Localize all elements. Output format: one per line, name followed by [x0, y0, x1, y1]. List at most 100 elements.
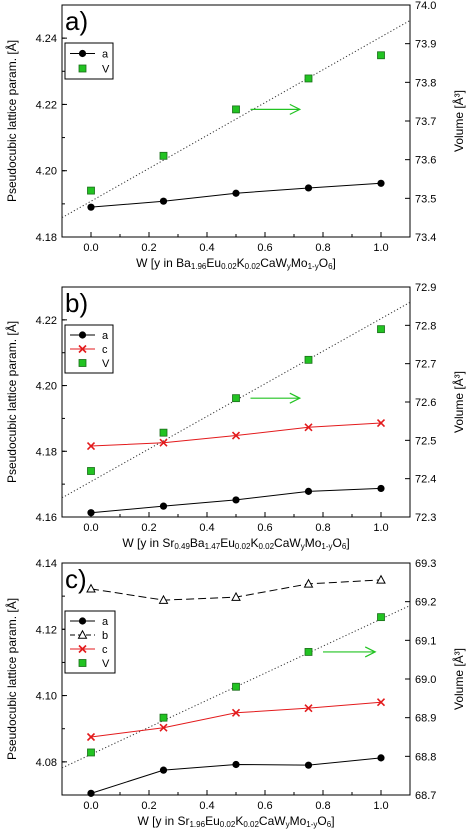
- y-tick-label: 4.20: [36, 166, 57, 178]
- x-tick-label: 0.4: [199, 522, 214, 534]
- data-point-V: [87, 467, 95, 475]
- x-axis-title-part: K: [235, 814, 243, 828]
- y2-tick-label: 72.9: [415, 282, 436, 294]
- x-tick-label: 0.4: [199, 242, 214, 254]
- x-axis-title-part: Mo: [305, 536, 322, 550]
- data-point-c-stroke: [304, 704, 313, 713]
- x-axis-title-part: ]: [333, 256, 336, 270]
- x-tick-label: 1.0: [373, 522, 388, 534]
- x-axis-title-part: Eu: [205, 814, 220, 828]
- y2-tick-label: 72.7: [415, 359, 436, 371]
- data-point-a: [159, 197, 168, 205]
- x-axis-title: W [y in Sr1.96Eu0.02K0.02CaWyMo1-yO6]: [137, 814, 334, 829]
- y2-tick-label: 73.4: [415, 232, 436, 244]
- legend-box: [64, 42, 114, 80]
- y-axis-title: Pseudocubic lattice param. [Å]: [4, 598, 19, 760]
- y2-tick-label: 68.8: [415, 751, 436, 763]
- x-axis-title-subscript: 0.02: [245, 262, 261, 271]
- x-axis-title-part: W [y in Sr: [122, 536, 174, 550]
- data-point-a: [232, 760, 240, 769]
- data-point-b: [158, 594, 169, 604]
- legend-label-c: c: [102, 344, 108, 356]
- y2-tick-label: 69.1: [415, 635, 436, 647]
- y2-tick-label: 72.4: [415, 474, 436, 486]
- data-point-a: [232, 496, 240, 504]
- x-axis-title-part: ]: [331, 814, 334, 828]
- legend-marker-a: [78, 331, 87, 339]
- legend-marker-c-stroke: [78, 344, 87, 354]
- data-point-c: [86, 441, 96, 451]
- data-point-b: [376, 574, 386, 584]
- data-point-a: [377, 754, 385, 762]
- x-axis-title-subscript: 1.96: [191, 262, 207, 271]
- data-point-a: [304, 184, 313, 192]
- y2-tick-label: 73.5: [415, 193, 436, 205]
- x-axis-title-subscript: 0.02: [220, 820, 236, 829]
- data-point-c: [159, 723, 168, 732]
- y-axis-title: Pseudocubic lattice param. [Å]: [4, 321, 19, 483]
- legend-marker-b: [77, 629, 88, 639]
- x-axis-title-subscript: 0.02: [258, 542, 274, 551]
- data-point-c-stroke: [86, 441, 96, 451]
- y2-tick-label: 73.8: [415, 77, 436, 89]
- data-point-c: [376, 698, 386, 707]
- x-axis-title-part: O: [319, 256, 328, 270]
- y2-tick-label: 74.0: [415, 0, 436, 12]
- x-axis-title-part: CaW: [274, 536, 301, 550]
- x-axis-title-part: W [y in Ba: [136, 256, 191, 270]
- data-point-c: [86, 732, 96, 742]
- x-axis-title-subscript: 1-y: [308, 262, 319, 271]
- data-point-c-stroke: [86, 732, 96, 742]
- x-axis-title: W [y in Sr0.49Ba1.47Eu0.02K0.02CaWyMo1-y…: [122, 536, 349, 551]
- data-point-c-stroke: [159, 438, 168, 447]
- x-tick-label: 0.6: [257, 242, 272, 254]
- legend-label-a: a: [102, 616, 109, 628]
- series-c: [86, 418, 386, 451]
- y2-axis-title: Volume [Å³]: [451, 371, 466, 433]
- legend-marker-V: [78, 64, 87, 73]
- volume-fit-line: [61, 605, 411, 769]
- panel-label: c): [65, 564, 87, 594]
- data-point-V: [304, 74, 313, 83]
- x-axis-title-subscript: y: [287, 262, 291, 271]
- data-point-c-stroke: [304, 423, 313, 432]
- data-point-a: [377, 179, 385, 187]
- legend-marker-a: [78, 617, 87, 625]
- x-axis-title-part: Mo: [290, 814, 307, 828]
- y2-tick-label: 69.3: [415, 558, 436, 570]
- data-point-c-stroke: [231, 708, 241, 717]
- series-a: [87, 754, 385, 797]
- x-axis-title-subscript: 0.02: [243, 820, 259, 829]
- x-axis-title-subscript: 6: [342, 542, 347, 551]
- x-axis-title-part: K: [250, 536, 258, 550]
- data-point-b: [86, 583, 96, 593]
- x-tick-label: 0.0: [83, 522, 98, 534]
- data-point-a: [232, 189, 240, 197]
- y2-axis-title: Volume [Å³]: [451, 90, 466, 152]
- series-a: [87, 179, 385, 211]
- y-tick-label: 4.14: [36, 558, 57, 570]
- y-tick-label: 4.08: [36, 757, 57, 769]
- data-point-a: [304, 761, 313, 769]
- data-point-V: [232, 105, 240, 114]
- x-axis-title-part: ]: [346, 536, 349, 550]
- x-axis-title-subscript: 1-y: [306, 820, 317, 829]
- data-point-a: [159, 766, 168, 774]
- series-b: [86, 574, 386, 604]
- legend: aV: [64, 42, 114, 80]
- y-tick-label: 4.10: [36, 691, 57, 703]
- data-point-V: [159, 151, 168, 160]
- series-c: [86, 698, 386, 742]
- data-point-c: [159, 438, 168, 447]
- data-point-V: [159, 428, 168, 437]
- data-point-V: [232, 682, 240, 691]
- y2-axis-title: Volume [Å³]: [451, 648, 466, 710]
- x-axis-title-part: W [y in Sr: [137, 814, 189, 828]
- x-axis-title-part: K: [237, 256, 245, 270]
- y-tick-label: 4.18: [36, 232, 57, 244]
- x-tick-label: 0.2: [141, 522, 156, 534]
- panel-label: b): [65, 288, 88, 318]
- x-axis-title-subscript: 0.02: [221, 262, 237, 271]
- chart-panel-1: 0.0 0.2 0.4 0.6 0.8 1.0 4.18 4.20 4.22 4.24 73.4 73…: [4, 0, 466, 271]
- x-axis-title-subscript: 6: [328, 262, 333, 271]
